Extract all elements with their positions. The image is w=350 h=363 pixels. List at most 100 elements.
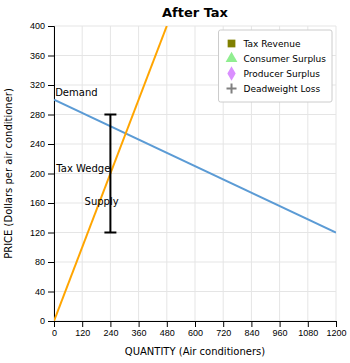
y-tick: 160 (30, 198, 54, 208)
y-tick-label: 40 (35, 287, 45, 297)
y-tick: 120 (30, 228, 54, 238)
x-tick-label: 0 (52, 328, 57, 338)
grid-line-y (54, 114, 336, 115)
legend: Tax Revenue Consumer Surplus Producer Surp… (219, 30, 332, 102)
legend-box (219, 30, 332, 102)
legend-marker (228, 40, 236, 48)
x-tick-mark (195, 321, 196, 327)
x-tick: 840 (244, 321, 259, 338)
x-tick: 720 (216, 321, 231, 338)
x-tick-mark (251, 321, 252, 327)
x-tick: 0 (52, 321, 57, 338)
x-tick-mark (139, 321, 140, 327)
legend-label: Tax Revenue (243, 39, 301, 49)
y-tick: 320 (30, 80, 54, 90)
x-tick: 480 (160, 321, 175, 338)
legend-marker (227, 66, 235, 80)
y-tick-label: 400 (30, 21, 45, 31)
x-tick: 1200 (326, 321, 346, 338)
x-tick: 1080 (298, 321, 318, 338)
x-tick-mark (110, 321, 111, 327)
y-tick-label: 80 (35, 257, 45, 267)
series-line (54, 26, 167, 321)
x-axis-line (55, 322, 337, 328)
x-tick-label: 480 (160, 328, 175, 338)
x-tick-mark (82, 321, 83, 327)
y-tick-mark (48, 115, 54, 116)
grid-line-y (54, 291, 336, 292)
x-tick-label: 240 (103, 328, 118, 338)
x-tick: 120 (75, 321, 90, 338)
legend-marker (227, 84, 237, 94)
y-tick-mark (48, 174, 54, 175)
y-tick: 280 (30, 110, 54, 120)
y-tick-mark (48, 56, 54, 57)
tax-wedge (109, 115, 111, 233)
y-tick-mark (48, 203, 54, 204)
x-tick-label: 960 (273, 328, 288, 338)
legend-marker (226, 52, 238, 62)
legend-label: Deadweight Loss (244, 84, 321, 94)
legend-label: Producer Surplus (244, 69, 321, 79)
y-tick-label: 320 (30, 80, 45, 90)
y-tick-label: 360 (30, 51, 45, 61)
y-tick-label: 200 (30, 169, 45, 179)
annotation: Demand (55, 87, 97, 98)
x-tick-label: 1080 (298, 328, 318, 338)
y-tick-label: 120 (30, 228, 45, 238)
y-tick-label: 280 (30, 110, 45, 120)
y-tick-mark (48, 233, 54, 234)
tax-wedge-cap-low (104, 232, 116, 234)
tax-wedge-cap-high (104, 114, 116, 116)
x-tick-mark (308, 321, 309, 327)
x-tick-label: 600 (188, 328, 203, 338)
y-tick-mark (48, 321, 54, 322)
y-tick: 360 (30, 51, 54, 61)
x-tick-mark (280, 321, 281, 327)
y-tick: 0 (40, 316, 54, 326)
y-tick: 200 (30, 169, 54, 179)
x-tick-label: 360 (132, 328, 147, 338)
y-tick: 80 (35, 257, 54, 267)
x-tick: 240 (103, 321, 118, 338)
y-tick: 400 (30, 21, 54, 31)
x-axis: 0 120 240 360 480 600 720 840 960 1080 1200 (52, 321, 347, 338)
x-tick-label: 720 (216, 328, 231, 338)
x-tick: 600 (188, 321, 203, 338)
x-tick-mark (167, 321, 168, 327)
y-tick-label: 160 (30, 198, 45, 208)
legend-label: Consumer Surplus (244, 54, 327, 64)
marks (54, 26, 336, 321)
x-tick: 960 (273, 321, 288, 338)
annotation: Tax Wedge (55, 163, 110, 174)
plot: 0 120 240 360 480 600 720 840 960 1080 1200 0 40 80 12… (30, 21, 347, 338)
y-tick: 240 (30, 139, 54, 149)
y-tick-mark (48, 292, 54, 293)
x-tick-label: 120 (75, 328, 90, 338)
x-tick-label: 1200 (326, 328, 346, 338)
chart: 0 120 240 360 480 600 720 840 960 1080 1200 0 40 80 12… (0, 0, 350, 363)
x-tick-mark (223, 321, 224, 327)
y-tick-label: 0 (40, 316, 45, 326)
grid-line-x (110, 26, 111, 321)
y-tick-label: 240 (30, 139, 45, 149)
grid-line-y (54, 232, 336, 233)
y-axis: 0 40 80 120 160 200 240 280 320 360 400 (30, 21, 55, 326)
grid-line-y (54, 262, 336, 263)
annotation: Supply (85, 196, 119, 207)
grid-line-y (54, 144, 336, 145)
y-tick-mark (48, 85, 54, 86)
y-tick-mark (48, 262, 54, 263)
y-axis-line (48, 27, 55, 322)
x-axis-title: QUANTITY (Air conditioners) (125, 346, 265, 357)
y-axis-title: PRICE (Dollars per air conditioner) (3, 88, 14, 259)
x-tick-mark (336, 321, 337, 327)
y-tick-mark (48, 26, 54, 27)
x-tick: 360 (132, 321, 147, 338)
y-tick: 40 (35, 287, 54, 297)
grid (54, 26, 336, 321)
title: After Tax (162, 5, 229, 20)
y-tick-mark (48, 144, 54, 145)
x-tick-label: 840 (244, 328, 259, 338)
grid-line-y (54, 26, 336, 27)
